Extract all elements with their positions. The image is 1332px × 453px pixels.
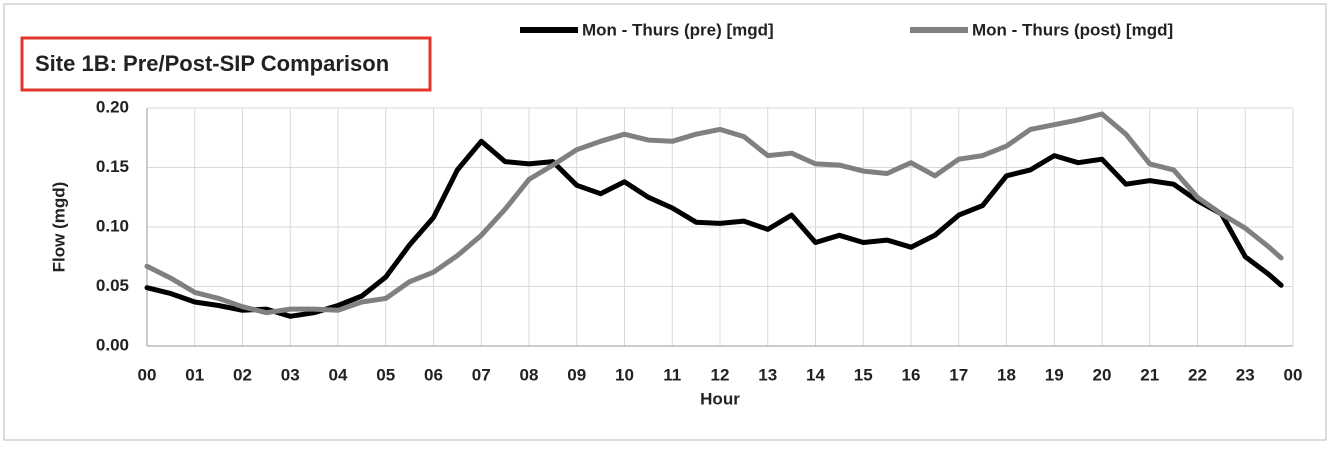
y-tick-label: 0.15 (96, 157, 129, 176)
y-tick-label: 0.20 (96, 97, 129, 116)
chart: Site 1B: Pre/Post-SIP Comparison Flow (m… (0, 0, 1332, 448)
x-tick-label: 21 (1140, 365, 1159, 384)
x-tick-label: 19 (1045, 365, 1064, 384)
x-tick-label: 01 (185, 365, 204, 384)
x-tick-label: 23 (1236, 365, 1255, 384)
x-tick-label: 10 (615, 365, 634, 384)
x-tick-label: 16 (902, 365, 921, 384)
x-tick-label: 22 (1188, 365, 1207, 384)
y-tick-label: 0.10 (96, 216, 129, 235)
x-tick-label: 02 (233, 365, 252, 384)
y-tick-label: 0.00 (96, 335, 129, 354)
x-tick-label: 12 (711, 365, 730, 384)
x-tick-label: 06 (424, 365, 443, 384)
page: Site 1B: Pre/Post-SIP Comparison Flow (m… (0, 0, 1332, 448)
x-tick-label: 14 (806, 365, 825, 384)
x-tick-label: 05 (376, 365, 395, 384)
legend-label: Mon - Thurs (pre) [mgd] (582, 20, 774, 39)
x-tick-label: 00 (1284, 365, 1303, 384)
x-tick-label: 18 (997, 365, 1016, 384)
x-tick-label: 07 (472, 365, 491, 384)
x-tick-label: 03 (281, 365, 300, 384)
legend-label: Mon - Thurs (post) [mgd] (972, 20, 1173, 39)
x-tick-label: 11 (663, 365, 681, 384)
x-tick-label: 20 (1093, 365, 1112, 384)
x-tick-label: 09 (567, 365, 586, 384)
x-tick-label: 15 (854, 365, 873, 384)
chart-title: Site 1B: Pre/Post-SIP Comparison (35, 51, 389, 76)
x-tick-label: 08 (520, 365, 539, 384)
x-axis-label: Hour (700, 389, 740, 408)
y-tick-label: 0.05 (96, 276, 129, 295)
x-tick-label: 00 (138, 365, 157, 384)
y-axis-label: Flow (mgd) (49, 182, 68, 273)
x-tick-label: 17 (949, 365, 968, 384)
x-tick-label: 13 (758, 365, 777, 384)
x-tick-label: 04 (329, 365, 348, 384)
